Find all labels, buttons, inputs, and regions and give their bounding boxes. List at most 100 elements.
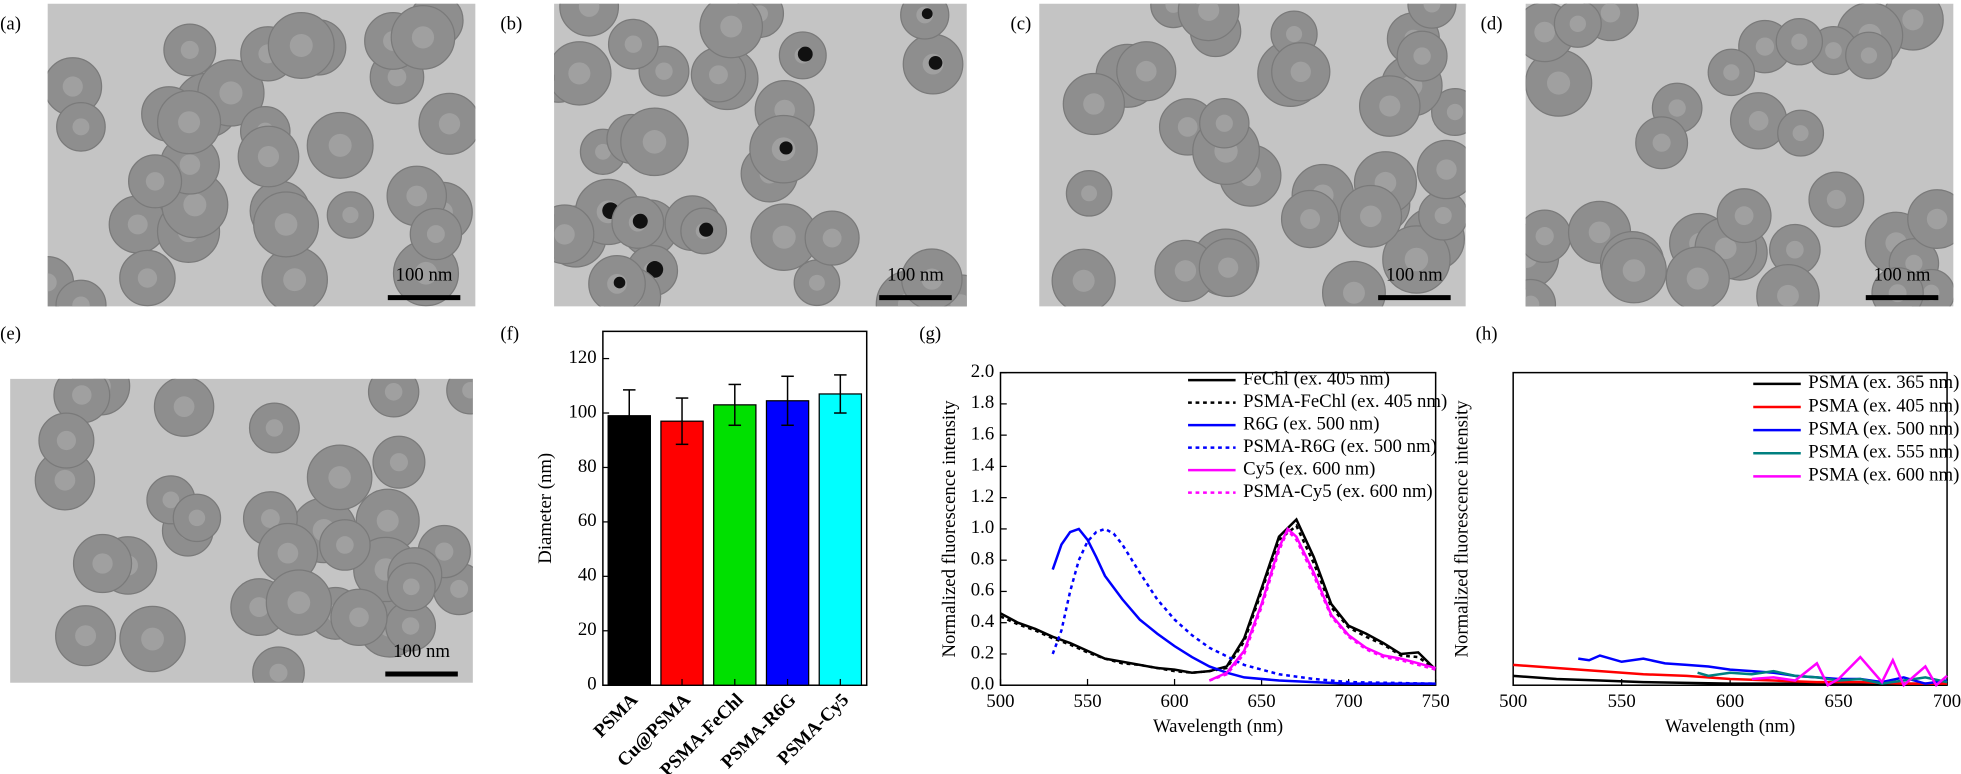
particle-core xyxy=(1792,125,1809,142)
particle-core xyxy=(287,591,311,614)
particle-core xyxy=(183,193,207,217)
particle-core xyxy=(1786,240,1804,259)
particles xyxy=(34,378,473,683)
y-axis-label: Normalized fluorescence intensity xyxy=(939,400,960,658)
particle-core xyxy=(342,206,359,224)
particle-core xyxy=(402,578,420,596)
series-line xyxy=(1051,527,1436,685)
particle-core xyxy=(1286,26,1303,43)
particle-core xyxy=(1413,47,1431,65)
particle-core xyxy=(1300,209,1321,230)
particle-core xyxy=(1715,237,1737,260)
particle-core xyxy=(328,133,352,157)
tem-image xyxy=(1525,3,1954,307)
tem-image xyxy=(47,3,476,307)
tem-image xyxy=(1039,3,1466,307)
y-tick-label: 0.4 xyxy=(971,611,995,632)
particle-core xyxy=(401,617,420,635)
particles xyxy=(1525,3,1954,307)
x-tick-label: 550 xyxy=(1073,691,1101,712)
particle-core xyxy=(1290,61,1311,82)
particle-core xyxy=(1826,189,1846,210)
scale-bar-label: 100 nm xyxy=(1386,265,1443,286)
particle-core xyxy=(1860,47,1878,64)
particle-core xyxy=(1569,15,1587,33)
x-tick-label: 750 xyxy=(1422,691,1450,712)
particle-core xyxy=(54,469,76,491)
x-tick-label: 700 xyxy=(1933,691,1961,712)
cu-dot xyxy=(928,56,943,70)
bar xyxy=(607,415,651,686)
bar xyxy=(765,400,810,686)
particle-core xyxy=(1404,247,1429,272)
panel-label: (e) xyxy=(0,323,21,344)
y-tick-label: 1.0 xyxy=(971,517,994,538)
particle-core xyxy=(1748,111,1769,131)
y-tick-label: 1.4 xyxy=(971,455,995,476)
particle xyxy=(1407,3,1457,29)
particle-core xyxy=(708,65,728,85)
series-line xyxy=(1751,655,1948,688)
legend-label: R6G (ex. 500 nm) xyxy=(1243,413,1379,434)
y-tick-label: 0.0 xyxy=(971,674,994,695)
particles xyxy=(47,3,476,307)
particle-core xyxy=(47,273,57,292)
bar xyxy=(818,393,863,686)
particle-core xyxy=(1359,205,1382,228)
particle-core xyxy=(578,3,600,17)
tem-image xyxy=(10,378,473,683)
particle-core xyxy=(1926,208,1948,230)
particle-core xyxy=(1343,281,1365,304)
x-tick-label: 600 xyxy=(1161,691,1189,712)
particle-core xyxy=(257,145,280,168)
particle-core xyxy=(75,625,97,647)
particle-core xyxy=(173,396,195,418)
scale-bar-label: 100 nm xyxy=(396,265,453,286)
panel-label: (a) xyxy=(0,13,21,34)
cu-dot xyxy=(646,261,664,278)
particle-core xyxy=(376,509,399,532)
x-axis-label: Wavelength (nm) xyxy=(1665,716,1795,737)
x-tick-label: 700 xyxy=(1335,691,1363,712)
error-bar xyxy=(728,383,742,427)
particle-core xyxy=(720,15,743,38)
particle xyxy=(559,3,620,37)
x-tick-label: 600 xyxy=(1716,691,1744,712)
y-tick-label: 60 xyxy=(578,510,597,531)
particle-core xyxy=(219,81,243,105)
particle-core xyxy=(289,33,313,57)
particle-core xyxy=(249,597,270,618)
x-tick-label: 500 xyxy=(986,691,1014,712)
particle-core xyxy=(283,268,307,292)
particle-core xyxy=(1652,133,1671,152)
particle-core xyxy=(277,542,299,564)
particle-core xyxy=(822,228,842,248)
panel-label: (f) xyxy=(500,323,519,344)
particle-core xyxy=(180,40,199,59)
bar xyxy=(713,404,757,686)
particle-core xyxy=(1446,103,1464,121)
particle-core xyxy=(1622,259,1646,282)
series-line xyxy=(1208,528,1436,682)
particle-core xyxy=(1072,269,1095,292)
y-tick-label: 100 xyxy=(569,401,597,422)
y-tick-label: 0 xyxy=(587,674,596,695)
error-bar xyxy=(834,374,847,414)
error-bar xyxy=(623,389,636,443)
error-bar xyxy=(675,397,689,446)
particle-core xyxy=(1777,284,1799,307)
particle-core xyxy=(1436,159,1457,180)
cu-dot xyxy=(921,8,933,20)
particle-core xyxy=(127,214,148,235)
y-tick-label: 1.2 xyxy=(971,486,994,507)
y-tick-label: 1.8 xyxy=(971,392,994,413)
legend-label: FeChl (ex. 405 nm) xyxy=(1243,368,1390,389)
panel-label: (b) xyxy=(500,13,522,34)
particle-core xyxy=(414,261,438,285)
particle-core xyxy=(1825,42,1842,59)
legend-label: PSMA (ex. 600 nm) xyxy=(1808,465,1959,486)
particle-core xyxy=(72,385,92,405)
y-tick-label: 0.2 xyxy=(971,642,994,663)
particle-core xyxy=(435,542,454,561)
particle-core xyxy=(462,381,473,399)
